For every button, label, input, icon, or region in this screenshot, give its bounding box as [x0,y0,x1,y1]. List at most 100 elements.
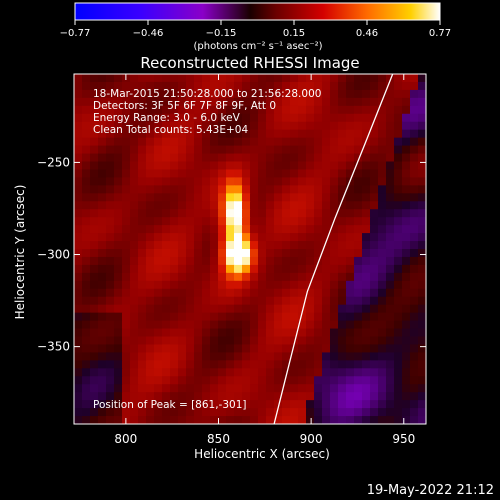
heatmap-cell [282,336,291,346]
heatmap-cell [338,153,347,163]
heatmap-cell [370,249,379,258]
heatmap-cell [146,360,155,369]
heatmap-cell [74,352,83,361]
heatmap-cell [178,296,187,306]
heatmap-cell [178,416,187,424]
heatmap-cell [82,280,91,290]
heatmap-cell [186,209,195,218]
heatmap-cell [250,344,259,353]
heatmap-cell [322,217,331,226]
heatmap-cell [394,217,403,226]
heatmap-cell [346,384,355,393]
heatmap-cell [218,312,227,322]
heatmap-cell [362,217,371,226]
heatmap-cell [354,280,363,290]
heatmap-cell [130,217,139,226]
heatmap-cell [298,145,307,155]
heatmap-cell [234,344,243,353]
heatmap-cell [418,169,426,178]
heatmap-cell [226,233,235,242]
heatmap-cell [354,249,363,258]
heatmap-cell [378,113,387,123]
heatmap-cell [194,201,203,210]
heatmap-cell [106,145,115,155]
heatmap-cell [250,384,259,393]
heatmap-cell [266,256,275,266]
heatmap-cell [122,264,131,274]
heatmap-cell [122,169,131,178]
heatmap-cell [410,280,419,290]
heatmap-cell [250,161,259,171]
heatmap-cell [122,296,131,306]
heatmap-cell [274,225,283,234]
heatmap-cell [378,264,387,274]
heatmap-cell [250,137,259,147]
heatmap-cell [210,97,219,107]
heatmap-cell [170,89,179,99]
heatmap-cell [154,304,163,314]
heatmap-cell [130,280,139,290]
heatmap-cell [98,392,107,401]
heatmap-cell [306,296,315,306]
heatmap-cell [122,312,131,322]
heatmap-cell [290,256,299,266]
heatmap-cell [74,368,83,377]
heatmap-cell [82,384,91,393]
heatmap-cell [98,217,107,226]
heatmap-cell [394,328,403,338]
heatmap-cell [130,89,139,99]
heatmap-cell [386,304,395,314]
heatmap-cell [418,74,426,83]
heatmap-cell [298,74,307,83]
heatmap-cell [186,233,195,242]
heatmap-cell [82,161,91,171]
heatmap-cell [194,193,203,202]
heatmap-cell [418,217,426,226]
heatmap-cell [402,185,411,194]
heatmap-cell [258,113,267,123]
heatmap-cell [122,201,131,210]
heatmap-cell [162,89,171,99]
heatmap-cell [130,137,139,147]
heatmap-cell [226,249,235,258]
heatmap-cell [202,113,211,123]
heatmap-cell [98,336,107,346]
heatmap-cell [186,249,195,258]
heatmap-cell [74,392,83,401]
heatmap-cell [98,241,107,250]
heatmap-cell [122,241,131,250]
heatmap-cell [106,233,115,242]
heatmap-cell [74,105,83,115]
heatmap-cell [98,360,107,369]
heatmap-cell [250,145,259,155]
heatmap-cell [186,392,195,401]
heatmap-cell [322,241,331,250]
heatmap-cell [146,416,155,424]
heatmap-cell [362,288,371,298]
heatmap-cell [330,256,339,266]
heatmap-cell [250,352,259,361]
heatmap-cell [162,304,171,314]
heatmap-cell [274,264,283,274]
heatmap-cell [138,233,147,242]
heatmap-cell [282,328,291,338]
heatmap-cell [242,320,251,330]
heatmap-cell [386,312,395,322]
heatmap-cell [370,201,379,210]
heatmap-cell [178,225,187,234]
heatmap-cell [186,145,195,155]
heatmap-cell [258,328,267,338]
heatmap-cell [98,177,107,186]
heatmap-cell [354,304,363,314]
heatmap-cell [386,201,395,210]
heatmap-cell [290,241,299,250]
heatmap-cell [282,217,291,226]
heatmap-cell [218,376,227,385]
heatmap-cell [90,105,99,115]
heatmap-cell [378,97,387,107]
heatmap-cell [226,225,235,234]
heatmap-cell [218,320,227,330]
heatmap-cell [274,74,283,83]
heatmap-cell [186,185,195,194]
heatmap-cell [354,352,363,361]
